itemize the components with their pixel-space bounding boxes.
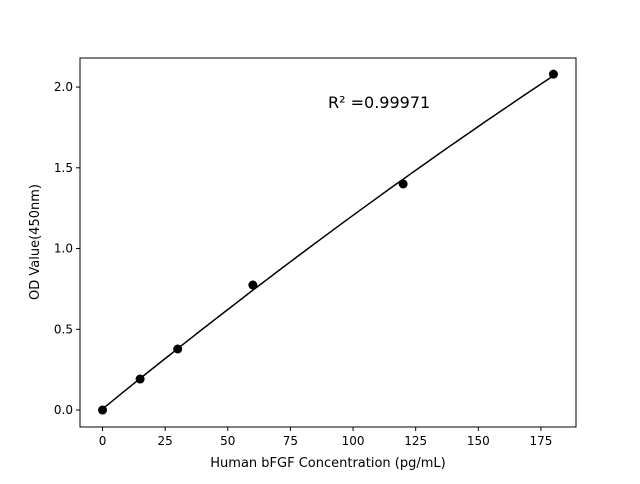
x-tick-label: 175: [529, 434, 552, 448]
x-tick-label: 75: [283, 434, 298, 448]
y-tick-label: 1.0: [54, 242, 73, 256]
data-point: [135, 374, 145, 384]
x-tick-label: 50: [220, 434, 235, 448]
data-point: [248, 280, 258, 290]
r-squared-annotation: R² =0.99971: [328, 93, 430, 112]
y-tick-label: 1.5: [54, 161, 73, 175]
x-tick-label: 0: [99, 434, 107, 448]
y-axis-label: OD Value(450nm): [28, 184, 43, 300]
data-point: [548, 69, 558, 79]
y-tick-label: 0.0: [54, 403, 73, 417]
plot-area: [79, 57, 577, 428]
data-point: [398, 179, 408, 189]
data-point: [173, 344, 183, 354]
x-tick-label: 150: [467, 434, 490, 448]
data-point: [98, 405, 108, 415]
x-tick-label: 100: [342, 434, 365, 448]
y-tick-label: 0.5: [54, 322, 73, 336]
x-tick-label: 125: [404, 434, 427, 448]
y-tick-label: 2.0: [54, 80, 73, 94]
x-axis-label: Human bFGF Concentration (pg/mL): [210, 456, 445, 471]
x-tick-label: 25: [158, 434, 173, 448]
